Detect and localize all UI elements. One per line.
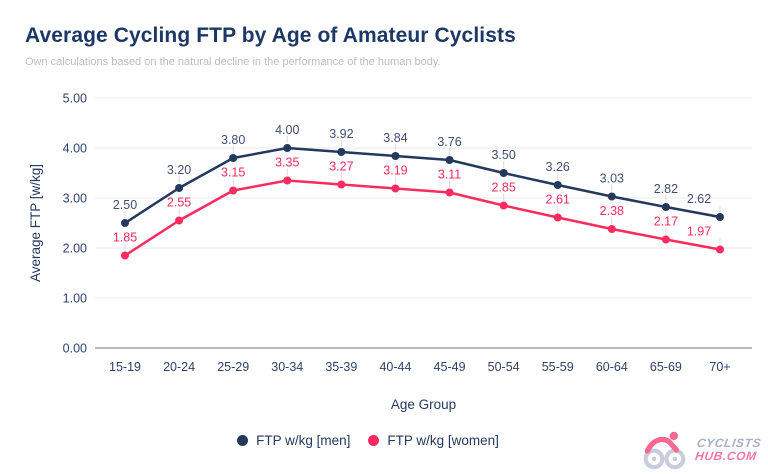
data-point (661, 235, 670, 244)
series-line (124, 146, 721, 225)
data-point (445, 156, 454, 164)
data-label: 3.50 (491, 148, 515, 162)
data-label: 2.38 (600, 204, 624, 218)
cyclistshub-logo: CYCLISTS HUB.COM (641, 429, 762, 471)
y-tick-label: 1.00 (63, 292, 87, 306)
data-point (553, 181, 562, 189)
series-line (124, 179, 721, 257)
data-label: 3.76 (437, 135, 461, 149)
data-point (175, 216, 184, 225)
legend-item-men: FTP w/kg [men] (237, 433, 350, 448)
x-tick-label: 60-64 (596, 360, 628, 374)
data-point (283, 176, 292, 185)
data-label: 2.17 (654, 215, 678, 229)
data-point (391, 152, 400, 160)
chart-title: Average Cycling FTP by Age of Amateur Cy… (25, 24, 516, 47)
data-point (121, 251, 129, 260)
series-women: 1.85 2.55 3.15 3.35 3.27 3.19 3.11 2.85 2.61 2.38… (113, 156, 724, 260)
data-label: 3.92 (329, 127, 353, 141)
x-tick-label: 50-54 (488, 360, 520, 374)
data-point (607, 192, 616, 201)
data-point (499, 201, 508, 210)
x-tick-label: 70+ (709, 360, 730, 374)
data-label: 2.55 (167, 196, 191, 210)
data-label: 2.82 (654, 182, 678, 196)
data-label: 3.19 (383, 164, 407, 178)
y-tick-label: 4.00 (63, 142, 87, 156)
data-point (607, 225, 616, 233)
x-tick-label: 45-49 (434, 360, 466, 374)
legend-marker-men-icon (237, 435, 249, 446)
chart-subtitle: Own calculations based on the natural de… (25, 56, 441, 68)
y-tick-label: 0.00 (63, 342, 87, 356)
cyclist-icon (643, 431, 686, 470)
y-gridlines: 0.00 1.00 2.00 3.00 4.00 5.00 (63, 92, 752, 356)
data-label: 3.11 (438, 168, 461, 182)
data-label: 1.97 (687, 225, 711, 239)
y-axis-title: Average FTP [w/kg] (28, 164, 43, 282)
x-tick-label: 40-44 (379, 360, 411, 374)
y-tick-label: 2.00 (63, 242, 87, 256)
data-point (716, 213, 724, 221)
data-label: 4.00 (275, 123, 299, 137)
x-tick-label: 65-69 (650, 360, 682, 374)
x-axis-title: Age Group (390, 397, 457, 412)
legend-marker-women-icon (368, 435, 380, 446)
data-label: 2.61 (546, 193, 570, 207)
data-point (716, 245, 724, 254)
data-point (553, 213, 562, 222)
data-point (229, 186, 238, 195)
data-label: 3.84 (383, 131, 407, 145)
line-chart: 0.00 1.00 2.00 3.00 4.00 5.00 15-19 20-24 25-29 3… (28, 92, 752, 374)
data-point (229, 154, 238, 162)
data-label: 3.15 (221, 166, 245, 180)
data-point (337, 180, 346, 189)
legend-label-men: FTP w/kg [men] (256, 433, 351, 448)
data-point (337, 148, 346, 156)
data-label: 3.20 (167, 163, 191, 177)
data-point (175, 184, 184, 192)
x-tick-label: 30-34 (271, 360, 303, 374)
x-tick-labels: 15-19 20-24 25-29 30-34 35-39 40-44 45-49 50-54… (109, 360, 731, 374)
data-label: 1.85 (113, 231, 137, 245)
data-label: 2.85 (491, 181, 515, 195)
data-point (499, 169, 508, 177)
data-label: 3.35 (275, 156, 299, 170)
legend-label-women: FTP w/kg [women] (387, 433, 499, 448)
x-tick-label: 20-24 (163, 360, 195, 374)
data-label: 2.50 (113, 198, 137, 212)
data-point (283, 144, 292, 152)
data-point (391, 184, 400, 193)
y-tick-label: 5.00 (63, 92, 87, 106)
data-label: 3.27 (329, 160, 353, 174)
x-tick-label: 55-59 (542, 360, 574, 374)
y-tick-label: 3.00 (63, 192, 87, 206)
legend-item-women: FTP w/kg [women] (368, 433, 499, 448)
data-point (661, 203, 670, 211)
data-point (121, 219, 129, 227)
x-tick-label: 15-19 (109, 360, 141, 374)
data-label: 3.80 (221, 133, 245, 147)
logo-text: CYCLISTS HUB.COM (694, 436, 762, 463)
x-tick-label: 25-29 (217, 360, 249, 374)
data-label: 3.26 (546, 160, 570, 174)
logo-text-hubcom: HUB.COM (694, 449, 758, 463)
data-label: 2.62 (687, 192, 711, 206)
data-label: 3.03 (600, 172, 624, 186)
series-men: 2.50 3.20 3.80 4.00 3.92 3.84 3.76 3.50 3.26 3.03… (113, 123, 724, 227)
data-point (445, 188, 454, 197)
x-tick-label: 35-39 (325, 360, 357, 374)
legend: FTP w/kg [men] FTP w/kg [women] (0, 433, 736, 448)
